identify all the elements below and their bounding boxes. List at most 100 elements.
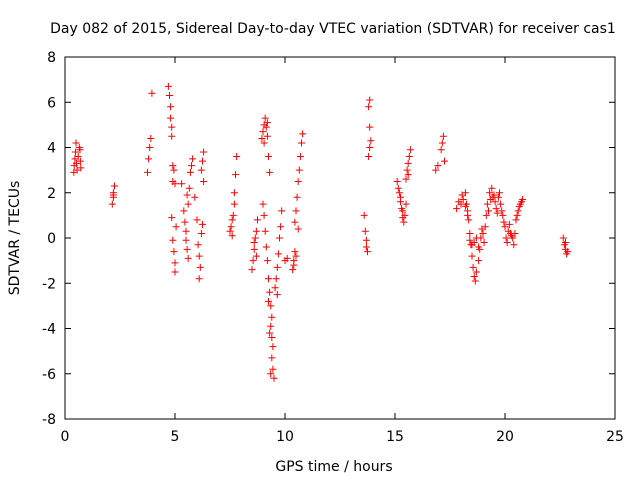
- data-point: [251, 234, 259, 242]
- data-point: [366, 96, 374, 104]
- data-point: [362, 243, 370, 251]
- data-point: [147, 134, 155, 142]
- data-point: [402, 200, 410, 208]
- data-point: [267, 302, 275, 310]
- data-point: [266, 329, 274, 337]
- data-point: [485, 207, 492, 215]
- data-point: [262, 243, 270, 251]
- data-point: [441, 157, 448, 165]
- data-point: [498, 207, 506, 215]
- data-point: [193, 216, 201, 224]
- data-point: [181, 218, 189, 226]
- data-point: [465, 216, 473, 224]
- axis-ticks: 0 5 10 15 20 25 -8 -6 -4 -2 0 2 4 6 8: [42, 50, 624, 445]
- data-point: [472, 234, 480, 242]
- data-point: [294, 225, 302, 233]
- data-point: [475, 243, 483, 251]
- data-point: [470, 239, 478, 247]
- data-point: [274, 250, 282, 258]
- data-point: [268, 313, 276, 321]
- data-point: [270, 374, 278, 382]
- x-axis-label: GPS time / hours: [275, 459, 392, 475]
- chart-title: Day 082 of 2015, Sidereal Day-to-day VTE…: [50, 21, 616, 37]
- data-point: [461, 202, 469, 210]
- y-tick-label: 8: [47, 50, 56, 66]
- data-point: [250, 245, 258, 253]
- data-point: [499, 211, 507, 219]
- data-point: [197, 166, 205, 174]
- data-point: [278, 207, 286, 215]
- data-point: [503, 239, 511, 247]
- data-point: [108, 200, 116, 208]
- data-point: [399, 207, 407, 215]
- data-point: [170, 248, 178, 256]
- data-point: [263, 257, 271, 265]
- data-point: [230, 189, 238, 197]
- data-point: [507, 229, 514, 237]
- data-point: [268, 334, 276, 342]
- data-point: [469, 263, 477, 271]
- data-point: [404, 159, 412, 167]
- data-point: [402, 175, 410, 183]
- data-point: [273, 291, 281, 299]
- data-point: [191, 193, 199, 201]
- data-point: [197, 229, 205, 237]
- data-point: [298, 139, 305, 147]
- data-point: [260, 139, 268, 147]
- data-point: [227, 223, 235, 231]
- data-point: [266, 288, 274, 296]
- data-point: [248, 266, 256, 274]
- data-point: [230, 200, 238, 208]
- data-point: [194, 241, 202, 249]
- data-point: [276, 234, 283, 242]
- data-point: [148, 89, 156, 97]
- y-tick-label: -6: [42, 367, 56, 383]
- data-point: [266, 168, 274, 176]
- data-point: [189, 155, 197, 163]
- data-point: [77, 164, 85, 172]
- data-point: [505, 220, 513, 228]
- data-point: [509, 234, 517, 242]
- data-point: [269, 365, 277, 373]
- data-points: [70, 82, 572, 382]
- data-point: [167, 114, 175, 122]
- data-point: [439, 132, 447, 140]
- data-point: [559, 234, 567, 242]
- data-point: [482, 211, 490, 219]
- data-point: [366, 123, 374, 131]
- data-point: [512, 216, 520, 224]
- data-point: [401, 211, 409, 219]
- data-point: [229, 211, 237, 219]
- data-point: [293, 193, 301, 201]
- data-point: [483, 200, 491, 208]
- data-point: [277, 223, 285, 231]
- data-point: [501, 223, 509, 231]
- data-point: [267, 370, 275, 378]
- data-point: [252, 252, 260, 260]
- data-point: [263, 119, 271, 127]
- data-point: [188, 162, 195, 170]
- data-point: [252, 227, 260, 235]
- data-point: [438, 139, 446, 147]
- data-point: [367, 137, 375, 145]
- data-point: [362, 236, 370, 244]
- data-point: [400, 218, 408, 226]
- data-point: [184, 200, 192, 208]
- data-point: [366, 144, 374, 151]
- data-point: [183, 245, 191, 253]
- data-point: [518, 198, 525, 206]
- data-point: [263, 132, 271, 140]
- data-point: [265, 153, 272, 161]
- data-point: [291, 218, 299, 226]
- data-point: [291, 248, 299, 256]
- data-point: [167, 103, 175, 111]
- data-point: [199, 220, 206, 228]
- data-point: [72, 148, 80, 156]
- data-point: [292, 252, 300, 260]
- data-point: [265, 275, 272, 283]
- data-point: [497, 200, 505, 208]
- x-tick-label: 20: [496, 429, 514, 445]
- data-point: [290, 261, 298, 269]
- data-point: [183, 191, 191, 199]
